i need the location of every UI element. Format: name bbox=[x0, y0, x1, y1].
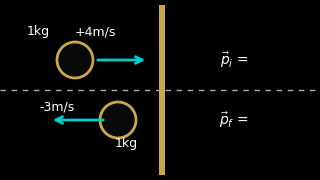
Text: $\vec{p}_i$ =: $\vec{p}_i$ = bbox=[220, 50, 248, 70]
Text: -3m/s: -3m/s bbox=[39, 100, 75, 114]
Text: $\vec{p}_f$ =: $\vec{p}_f$ = bbox=[219, 110, 249, 130]
Bar bbox=[159, 5, 165, 175]
Circle shape bbox=[100, 102, 136, 138]
Text: +4m/s: +4m/s bbox=[74, 26, 116, 39]
Text: 1kg: 1kg bbox=[115, 136, 138, 150]
Circle shape bbox=[57, 42, 93, 78]
Text: 1kg: 1kg bbox=[27, 26, 50, 39]
